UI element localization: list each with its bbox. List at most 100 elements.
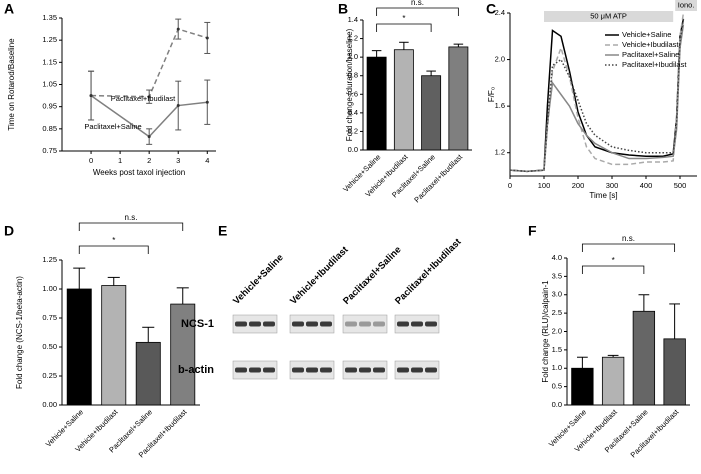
blot-band: [263, 321, 275, 327]
significance-label: *: [112, 236, 115, 245]
series-label: Paclitaxel+Ibudilast: [111, 94, 176, 103]
x-tick-label: 4: [205, 156, 209, 165]
y-tick-label: 2.0: [495, 55, 505, 64]
blot-band: [359, 321, 371, 327]
point: [147, 135, 151, 139]
bar: [448, 46, 469, 151]
legend-label: Vehicle+Saline: [622, 30, 671, 39]
blot-row-label: NCS-1: [181, 318, 214, 330]
y-axis-label: Fold change (NCS-1/beta-actin): [15, 276, 24, 389]
x-tick-label: 0: [89, 156, 93, 165]
y-tick-label: 1.5: [552, 345, 562, 354]
significance-label: *: [612, 256, 615, 265]
y-tick-label: 0.75: [42, 146, 57, 155]
y-tick-label: 0.2: [348, 126, 358, 135]
stimulus-bar: [544, 11, 674, 22]
y-tick-label: 0.25: [42, 371, 57, 380]
y-tick-label: 1.6: [495, 101, 505, 110]
series-line: [91, 28, 208, 98]
x-tick-label: 500: [674, 181, 687, 190]
y-tick-label: 0.4: [348, 108, 358, 117]
point: [89, 94, 93, 98]
point: [176, 27, 180, 31]
point: [147, 95, 151, 99]
significance-bracket: [78, 222, 184, 231]
blot-band: [373, 321, 385, 327]
y-tick-label: 2.0: [552, 326, 562, 335]
bar: [571, 367, 594, 406]
bar: [632, 310, 656, 406]
panel-letter: F: [528, 223, 537, 239]
bar: [601, 356, 625, 406]
blot-band: [397, 367, 409, 373]
x-tick-label: 300: [606, 181, 619, 190]
bar: [101, 285, 127, 406]
bar: [66, 288, 92, 406]
y-tick-label: 1.15: [42, 57, 57, 66]
y-tick-label: 0.5: [552, 382, 562, 391]
y-tick-label: 0.75: [42, 313, 57, 322]
blot-band: [320, 321, 332, 327]
significance-bracket: [376, 7, 459, 16]
y-tick-label: 0.00: [42, 400, 57, 409]
blot-band: [345, 321, 357, 327]
significance-bracket: [78, 245, 149, 254]
point: [176, 104, 180, 108]
point: [205, 36, 209, 40]
y-tick-label: 2.4: [495, 8, 505, 17]
blot-column-label: Vehicle+Saline: [231, 252, 286, 307]
blot-band: [320, 367, 332, 373]
significance-label: n.s.: [622, 234, 635, 243]
blot-band: [425, 321, 437, 327]
y-tick-label: 0.6: [348, 89, 358, 98]
blot-band: [249, 367, 261, 373]
x-tick-label: 200: [572, 181, 585, 190]
blot-band: [345, 367, 357, 373]
bar: [393, 49, 414, 151]
legend-label: Vehicle+Ibudilast: [622, 40, 679, 49]
y-tick-label: 2.5: [552, 308, 562, 317]
y-tick-label: 1.0: [552, 363, 562, 372]
y-tick-label: 1.35: [42, 13, 57, 22]
panel-letter: C: [486, 1, 496, 17]
x-tick-label: 0: [508, 181, 512, 190]
y-tick-label: 4.0: [552, 253, 562, 262]
significance-label: n.s.: [125, 213, 138, 222]
y-tick-label: 1.00: [42, 284, 57, 293]
y-tick-label: 1.2: [348, 34, 358, 43]
x-axis-label: Weeks post taxol injection: [93, 168, 185, 177]
x-tick-label: 100: [538, 181, 551, 190]
y-tick-label: 0.95: [42, 102, 57, 111]
y-tick-label: 1.2: [495, 148, 505, 157]
blot-band: [292, 367, 304, 373]
x-tick-label: 2: [147, 156, 151, 165]
y-tick-label: 0.50: [42, 342, 57, 351]
category-label: Paclitaxel+Ibudilast: [412, 152, 465, 205]
bar: [170, 303, 196, 406]
blot-band: [411, 367, 423, 373]
x-tick-label: 1: [118, 156, 122, 165]
stimulus-label: 50 μM ATP: [590, 11, 627, 20]
significance-label: *: [402, 14, 405, 23]
y-tick-label: 0.0: [348, 145, 358, 154]
legend-label: Paclitaxel+Saline: [622, 50, 679, 59]
panel-letter: D: [4, 223, 14, 239]
blot-band: [397, 321, 409, 327]
series-line: [90, 94, 208, 138]
iono-label: Iono.: [678, 0, 695, 9]
y-tick-label: 1.0: [348, 52, 358, 61]
blot-band: [263, 367, 275, 373]
panel-letter: E: [218, 223, 227, 239]
y-axis-label: Fold change (RLU)/calpain-1: [541, 280, 550, 383]
blot-band: [425, 367, 437, 373]
x-tick-label: 3: [176, 156, 180, 165]
y-tick-label: 3.0: [552, 290, 562, 299]
x-tick-label: 400: [640, 181, 653, 190]
blot-band: [306, 321, 318, 327]
blot-row-label: b-actin: [178, 364, 214, 376]
panel-letter: B: [338, 1, 348, 17]
legend-label: Paclitaxel+Ibudilast: [622, 60, 687, 69]
y-tick-label: 1.25: [42, 35, 57, 44]
y-tick-label: 3.5: [552, 271, 562, 280]
